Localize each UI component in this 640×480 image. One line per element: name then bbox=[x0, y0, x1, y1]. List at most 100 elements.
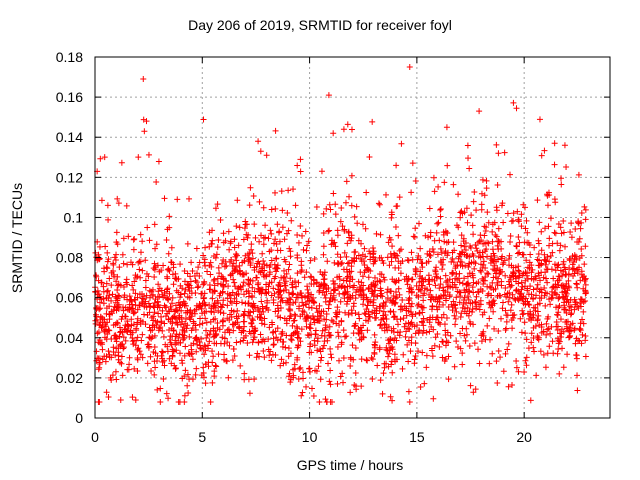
data-point bbox=[271, 290, 278, 297]
data-point bbox=[519, 307, 526, 314]
data-point bbox=[442, 228, 449, 235]
data-point bbox=[524, 298, 531, 305]
data-point bbox=[105, 394, 112, 401]
data-point bbox=[325, 92, 332, 99]
data-point bbox=[433, 303, 440, 310]
data-point bbox=[308, 274, 315, 281]
data-point bbox=[478, 338, 485, 345]
data-point bbox=[306, 324, 313, 331]
data-point bbox=[155, 158, 162, 165]
data-point bbox=[106, 327, 113, 334]
data-point bbox=[175, 339, 182, 346]
data-point bbox=[575, 218, 582, 225]
data-point bbox=[137, 351, 144, 358]
data-point bbox=[184, 240, 191, 247]
data-point bbox=[440, 284, 447, 291]
data-point bbox=[220, 239, 227, 246]
data-point bbox=[104, 202, 111, 209]
data-point bbox=[460, 238, 467, 245]
data-point bbox=[469, 306, 476, 313]
data-point bbox=[223, 358, 230, 365]
data-point bbox=[458, 310, 465, 317]
data-point bbox=[135, 345, 142, 352]
data-point bbox=[166, 336, 173, 343]
data-point bbox=[502, 327, 509, 334]
data-point bbox=[535, 262, 542, 269]
data-point bbox=[457, 330, 464, 337]
data-point bbox=[327, 206, 334, 213]
data-point bbox=[508, 301, 515, 308]
data-point bbox=[564, 287, 571, 294]
data-point bbox=[564, 351, 571, 358]
data-point bbox=[340, 277, 347, 284]
data-point bbox=[576, 300, 583, 307]
data-point bbox=[217, 216, 224, 223]
data-point bbox=[303, 323, 310, 330]
data-point bbox=[294, 162, 301, 169]
data-point bbox=[365, 298, 372, 305]
data-point bbox=[489, 279, 496, 286]
data-point bbox=[464, 304, 471, 311]
data-point bbox=[422, 232, 429, 239]
data-point bbox=[279, 343, 286, 350]
data-point bbox=[527, 312, 534, 319]
data-point bbox=[256, 353, 263, 360]
data-point bbox=[306, 365, 313, 372]
data-point bbox=[342, 199, 349, 206]
data-point bbox=[124, 323, 131, 330]
data-point bbox=[114, 295, 121, 302]
data-point bbox=[474, 288, 481, 295]
data-point bbox=[343, 253, 350, 260]
data-point bbox=[207, 327, 214, 334]
data-point bbox=[119, 341, 126, 348]
data-point bbox=[316, 313, 323, 320]
data-point bbox=[554, 262, 561, 269]
data-point bbox=[582, 281, 589, 288]
data-point bbox=[113, 294, 120, 301]
data-point bbox=[157, 385, 164, 392]
data-point bbox=[386, 262, 393, 269]
data-point bbox=[114, 195, 121, 202]
data-point bbox=[433, 274, 440, 281]
data-point bbox=[129, 329, 136, 336]
data-point bbox=[425, 272, 432, 279]
data-point bbox=[494, 282, 501, 289]
data-point bbox=[421, 290, 428, 297]
data-point bbox=[560, 268, 567, 275]
data-point bbox=[285, 345, 292, 352]
data-point bbox=[440, 311, 447, 318]
data-point bbox=[311, 256, 318, 263]
data-point bbox=[135, 259, 142, 266]
data-point bbox=[163, 304, 170, 311]
data-point bbox=[471, 265, 478, 272]
data-point bbox=[379, 390, 386, 397]
data-point bbox=[186, 376, 193, 383]
data-point bbox=[168, 341, 175, 348]
data-point bbox=[464, 142, 471, 149]
data-point bbox=[159, 327, 166, 334]
data-point bbox=[292, 299, 299, 306]
data-point bbox=[500, 219, 507, 226]
data-point bbox=[423, 259, 430, 266]
data-point bbox=[270, 285, 277, 292]
data-point bbox=[104, 288, 111, 295]
data-point bbox=[419, 275, 426, 282]
data-point bbox=[546, 343, 553, 350]
data-point bbox=[399, 258, 406, 265]
data-point bbox=[373, 230, 380, 237]
data-point bbox=[195, 283, 202, 290]
data-point bbox=[279, 207, 286, 214]
data-point bbox=[452, 305, 459, 312]
data-point bbox=[369, 356, 376, 363]
data-point bbox=[476, 108, 483, 115]
data-point bbox=[341, 284, 348, 291]
data-point bbox=[405, 296, 412, 303]
x-tick-label: 10 bbox=[302, 429, 318, 445]
data-point bbox=[411, 234, 418, 241]
data-point bbox=[355, 237, 362, 244]
data-point bbox=[499, 305, 506, 312]
data-point bbox=[518, 223, 525, 230]
data-point bbox=[274, 305, 281, 312]
data-point bbox=[430, 174, 437, 181]
data-point bbox=[494, 293, 501, 300]
